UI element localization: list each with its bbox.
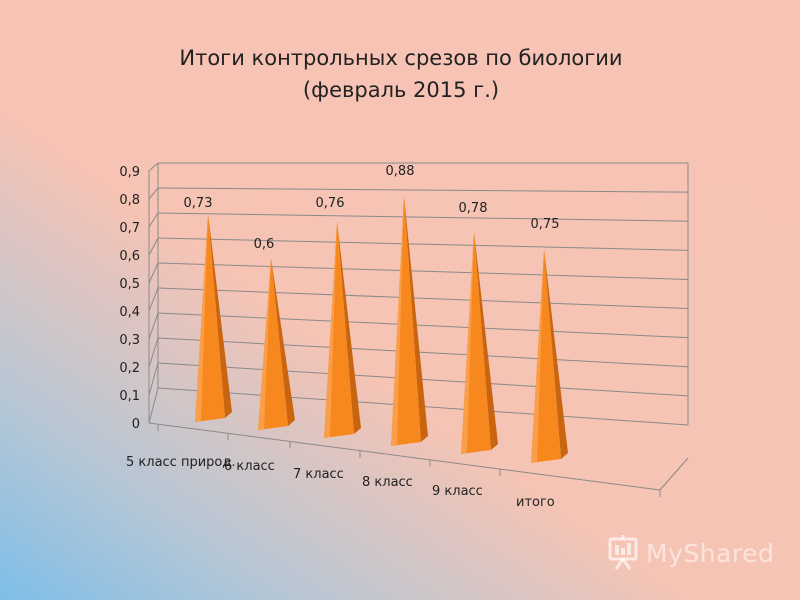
- pyramid-side-face: [208, 213, 232, 418]
- pyramid-side-face: [544, 249, 568, 459]
- x-category-label: 6 класс: [224, 459, 275, 474]
- pyramid-highlight: [258, 258, 271, 430]
- gridline: [157, 362, 689, 397]
- gridline-depth: [148, 362, 159, 396]
- gridline: [157, 337, 689, 368]
- y-tick-label: 0,8: [119, 193, 140, 208]
- axis-layer: [148, 163, 689, 497]
- gridline: [157, 187, 689, 193]
- gridline: [157, 312, 689, 339]
- gridline-depth: [148, 337, 159, 368]
- x-category-label: 8 класс: [362, 475, 413, 490]
- y-tick-label: 0: [132, 417, 140, 432]
- chart-subtitle: (февраль 2015 г.): [302, 78, 500, 102]
- gridline-depth: [148, 387, 159, 424]
- y-tick-label: 0,9: [119, 165, 140, 180]
- pyramid-side-face: [337, 221, 361, 434]
- chart-title-block: Итоги контрольных срезов по биологии (фе…: [0, 42, 800, 106]
- pyramid-highlight: [391, 195, 404, 446]
- pyramid-bar: [324, 221, 361, 438]
- pyramid-highlight: [324, 221, 337, 438]
- gridline: [157, 287, 689, 310]
- gridline-depth: [148, 187, 159, 200]
- pyramid-bar: [258, 258, 295, 430]
- pyramid-highlight: [461, 231, 474, 454]
- gridline-depth: [148, 212, 159, 228]
- gridline: [157, 237, 689, 251]
- watermark: MyShared: [606, 533, 776, 573]
- x-category-label: 5 класс природ.: [126, 455, 235, 470]
- presentation-board-icon: [608, 535, 638, 570]
- data-label: 0,78: [459, 201, 488, 216]
- pyramid-side-face: [404, 195, 428, 442]
- floor-right-edge: [659, 457, 689, 491]
- pyramid-bar: [391, 195, 428, 446]
- data-label: 0,76: [316, 196, 345, 211]
- data-label: 0,6: [254, 237, 275, 252]
- x-category-label: итого: [516, 495, 555, 510]
- x-category-label: 7 класс: [293, 467, 344, 482]
- x-axis-line: [148, 422, 661, 491]
- pyramid-bar: [531, 249, 568, 463]
- y-tick-label: 0,4: [119, 305, 140, 320]
- gridline-depth: [148, 262, 159, 284]
- data-label: 0,88: [386, 164, 415, 179]
- data-label: 0,75: [531, 217, 560, 232]
- x-category-label: 9 класс: [432, 484, 483, 499]
- labels-layer: 0 0,1 0,2 0,3 0,4 0,5 0,6 0,7 0,8 0,9 0,73 0,6 0,76 0…: [119, 164, 559, 510]
- pyramid-bar: [461, 231, 498, 454]
- watermark-text: MyShared: [646, 539, 775, 568]
- gridline: [157, 262, 689, 280]
- pyramid-side-face: [474, 231, 498, 450]
- bars-layer: [195, 195, 568, 463]
- pyramid-bar: [195, 213, 232, 422]
- pyramid-highlight: [195, 213, 208, 422]
- gridline-depth: [148, 312, 159, 340]
- gridline: [157, 212, 689, 222]
- y-tick-label: 0,3: [119, 333, 140, 348]
- y-tick-label: 0,6: [119, 249, 140, 264]
- gridline-depth: [148, 237, 159, 256]
- grid-layer: [148, 162, 689, 426]
- chart-title: Итоги контрольных срезов по биологии: [179, 46, 623, 70]
- gridline-depth: [148, 287, 159, 312]
- gridline-depth: [148, 162, 159, 172]
- y-tick-label: 0,7: [119, 221, 140, 236]
- pyramid-side-face: [271, 258, 295, 426]
- y-tick-label: 0,1: [119, 389, 140, 404]
- pyramid-highlight: [531, 249, 544, 463]
- y-tick-label: 0,5: [119, 277, 140, 292]
- data-label: 0,73: [184, 196, 213, 211]
- y-tick-label: 0,2: [119, 361, 140, 376]
